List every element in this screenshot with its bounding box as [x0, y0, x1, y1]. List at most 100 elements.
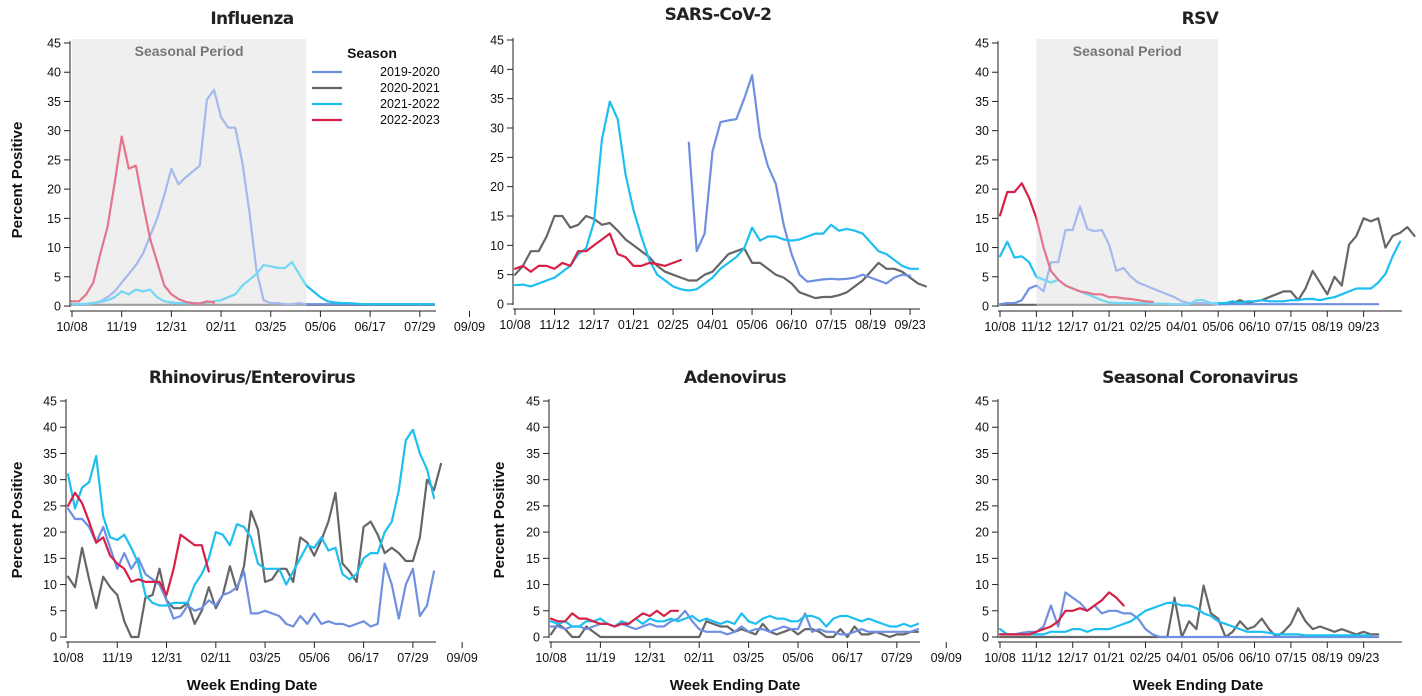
y-tick-label: 40	[43, 421, 57, 435]
x-tick-label: 02/11	[206, 320, 236, 334]
x-tick-label: 02/25	[1130, 320, 1161, 334]
seasonal-period-overlay	[1036, 39, 1219, 306]
legend-label-2021-2022: 2021-2022	[380, 97, 440, 111]
legend-label-2020-2021: 2020-2021	[380, 81, 440, 95]
y-tick-label: 45	[526, 395, 540, 409]
x-tick-label: 06/17	[348, 651, 379, 665]
y-tick-label: 0	[54, 300, 61, 314]
y-tick-label: 30	[975, 473, 989, 487]
series-line-2019-2020	[66, 507, 436, 628]
x-tick-label: 02/25	[1130, 651, 1161, 665]
y-tick-label: 0	[50, 631, 57, 645]
y-tick-label: 45	[490, 34, 504, 48]
x-tick-label: 11/19	[585, 651, 615, 665]
y-tick-label: 40	[47, 66, 61, 80]
x-tick-label: 06/10	[1239, 320, 1270, 334]
x-tick-label: 11/19	[107, 320, 137, 334]
x-tick-label: 01/21	[1093, 320, 1124, 334]
y-tick-label: 45	[975, 37, 989, 51]
y-tick-label: 25	[526, 499, 540, 513]
series-line-2022-2023	[513, 232, 682, 273]
y-tick-label: 15	[975, 552, 989, 566]
seasonal-period-shade	[72, 39, 307, 306]
series-line-2022-2023	[70, 135, 216, 305]
x-tick-label: 12/17	[1057, 651, 1088, 665]
y-tick-label: 10	[490, 239, 504, 253]
x-tick-label: 09/23	[894, 318, 925, 332]
series-line-2020-2021	[513, 214, 927, 300]
y-tick-label: 35	[47, 95, 61, 109]
x-tick-label: 10/08	[52, 651, 83, 665]
y-tick-label: 25	[975, 499, 989, 513]
panel-title: Rhinovirus/Enterovirus	[149, 368, 356, 388]
y-tick-label: 30	[490, 122, 504, 136]
panel-title: Influenza	[210, 9, 293, 29]
legend-title: Season	[347, 45, 397, 61]
series-line-2020-2021	[998, 584, 1380, 639]
legend-label-2022-2023: 2022-2023	[380, 113, 440, 127]
x-tick-label: 12/17	[1057, 320, 1088, 334]
x-tick-label: 03/25	[733, 651, 764, 665]
y-tick-label: 5	[533, 604, 540, 618]
x-tick-label: 09/09	[931, 651, 962, 665]
series-line-2022-2023	[549, 609, 680, 628]
y-tick-label: 35	[490, 92, 504, 106]
y-tick-label: 15	[43, 552, 57, 566]
x-tick-label: 08/19	[1312, 320, 1343, 334]
y-tick-label: 25	[975, 153, 989, 167]
y-tick-label: 35	[43, 447, 57, 461]
y-tick-label: 20	[526, 526, 540, 540]
y-tick-label: 20	[490, 180, 504, 194]
x-tick-label: 10/08	[499, 318, 530, 332]
x-tick-label: 12/17	[578, 318, 609, 332]
x-tick-label: 11/12	[1021, 651, 1051, 665]
series-line-2022-2023	[998, 591, 1125, 636]
x-tick-label: 10/08	[535, 651, 566, 665]
y-tick-label: 10	[526, 578, 540, 592]
x-tick-label: 12/31	[156, 320, 187, 334]
y-tick-label: 40	[975, 66, 989, 80]
y-tick-label: 10	[975, 241, 989, 255]
y-tick-label: 25	[47, 153, 61, 167]
y-tick-label: 10	[47, 241, 61, 255]
panel-title: RSV	[1182, 9, 1220, 29]
y-axis-label-row2-middle: Percent Positive	[491, 462, 508, 579]
seasonal-period-label: Seasonal Period	[135, 43, 244, 59]
x-tick-label: 05/06	[736, 318, 767, 332]
series-line-2022-2023	[998, 182, 1154, 303]
x-tick-label: 08/19	[1312, 651, 1343, 665]
x-tick-label: 04/01	[1166, 320, 1197, 334]
y-tick-label: 30	[47, 124, 61, 138]
y-tick-label: 30	[526, 473, 540, 487]
y-tick-label: 10	[43, 578, 57, 592]
x-tick-label: 10/08	[984, 651, 1015, 665]
x-tick-label: 04/01	[1166, 651, 1197, 665]
y-tick-label: 45	[47, 37, 61, 51]
panel-influenza: Seasonal Period Influenza 0 5 10 15 20 25 30 35 40…	[47, 9, 485, 334]
y-tick-label: 40	[975, 421, 989, 435]
y-tick-label: 0	[982, 300, 989, 314]
x-tick-label: 08/19	[855, 318, 886, 332]
x-tick-label: 03/25	[249, 651, 280, 665]
y-tick-label: 15	[490, 210, 504, 224]
y-tick-label: 20	[975, 183, 989, 197]
x-tick-label: 12/31	[634, 651, 665, 665]
y-tick-label: 35	[526, 447, 540, 461]
x-axis-label-right: Week Ending Date	[1133, 677, 1264, 694]
x-tick-label: 07/29	[397, 651, 428, 665]
panel-seasonal-coronavirus: Seasonal Coronavirus 0 5 10 15 20 25 30 35 40 45 10…	[975, 368, 1402, 665]
x-tick-label: 11/12	[539, 318, 569, 332]
x-tick-label: 06/10	[1239, 651, 1270, 665]
y-tick-label: 20	[43, 526, 57, 540]
y-tick-label: 5	[54, 270, 61, 284]
legend-label-2019-2020: 2019-2020	[380, 65, 440, 79]
x-tick-label: 01/21	[1093, 651, 1124, 665]
y-tick-label: 45	[975, 395, 989, 409]
panels: Seasonal Period Influenza 0 5 10 15 20 25 30 35 40…	[43, 5, 1416, 665]
x-tick-label: 07/29	[404, 320, 435, 334]
x-tick-label: 07/15	[1275, 651, 1306, 665]
seasonal-period-overlay	[72, 39, 307, 306]
y-tick-label: 15	[526, 552, 540, 566]
